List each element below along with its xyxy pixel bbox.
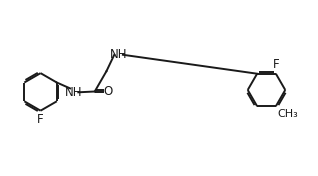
Text: F: F	[273, 58, 279, 71]
Text: NH: NH	[65, 86, 82, 99]
Text: NH: NH	[109, 48, 127, 61]
Text: O: O	[103, 85, 112, 98]
Text: F: F	[37, 113, 44, 126]
Text: CH₃: CH₃	[278, 109, 299, 119]
